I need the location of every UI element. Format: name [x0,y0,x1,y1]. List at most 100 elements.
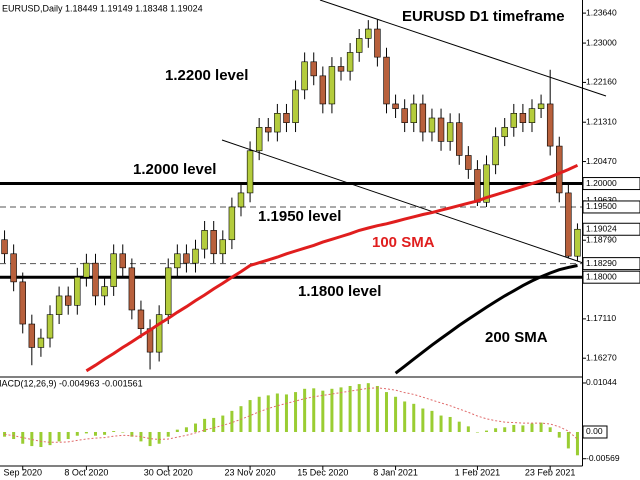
macd-bar [421,408,425,432]
candle-body [319,75,327,105]
candle-body [74,276,81,306]
candle-body [210,230,217,255]
macd-label: MACD(12,26,9) -0.004963 -0.001561 [0,378,143,388]
candle-body [292,89,299,123]
candle-body [28,323,36,348]
macd-bar [121,431,125,433]
level-label-box [582,270,640,284]
candle-body [465,155,472,170]
macd-bar [194,423,198,432]
x-tick-label: 8 Jan 2021 [373,467,418,477]
candle-body [537,103,545,109]
chart-header: EURUSD,Daily 1.18449 1.19149 1.18348 1.1… [2,3,203,13]
candle-body [574,228,581,257]
macd-bar [412,403,416,432]
macd-bar [357,384,361,432]
level-label-box [582,200,640,214]
candle-body [328,66,336,105]
candle-body [501,127,508,138]
macd-bar [48,431,52,446]
macd-bar [166,431,170,437]
candle-body [310,61,317,77]
sma-line [85,163,579,373]
macd-bar [284,394,288,432]
candle-body [119,253,126,269]
candle-body [1,239,8,255]
candle-body [246,150,254,194]
candle-body [155,314,163,353]
y-tick-label: 1.16270 [586,352,617,362]
macd-bar [221,415,225,432]
series-label: 100 SMA [372,234,435,251]
candle-body [19,281,26,325]
candle-body [265,127,272,133]
candle-body [492,136,499,166]
candle-body [410,103,417,123]
candle-body [392,103,399,109]
y-tick-label: 1.20470 [586,156,617,166]
trend-line [319,0,607,97]
candle-body [446,122,454,142]
candle-body [355,38,363,53]
candle-body [346,52,354,72]
candle-body [201,230,208,250]
level-label: 1.18000 [586,271,617,281]
macd-bar [330,388,334,432]
macd-bar [175,429,179,432]
y-tick-label: -0.00569 [586,453,620,463]
current-price-label: 1.19024 [586,224,617,234]
candle-body [456,122,463,156]
macd-bar [403,401,407,432]
candle-body [10,253,17,283]
signal-line [4,387,578,443]
x-tick-label: 30 Oct 2020 [144,467,193,477]
candle-body [428,117,436,133]
macd-bar [503,427,507,432]
macd-bar [230,410,234,432]
level-label-box [582,257,640,271]
candle-body [183,253,190,264]
candle-body [92,262,99,297]
x-tick-label: Sep 2020 [3,467,42,477]
macd-bar [457,421,461,432]
macd-bar [448,416,452,432]
candle-body [101,286,108,297]
candle-body [546,103,554,147]
macd-bar [375,385,379,432]
macd-bar [339,387,343,432]
candle-body [83,262,90,278]
macd-bar [148,431,152,447]
candle-body [64,295,72,306]
macd-bar [130,431,134,437]
x-tick-label: 23 Nov 2020 [225,467,276,477]
annotation: 1.2200 level [165,67,248,84]
macd-bar [348,385,352,432]
macd-bar [39,431,43,448]
macd-bar [466,426,470,432]
candle-body [174,253,181,269]
candle-body [337,66,345,72]
candle-body [219,239,227,255]
macd-bar [157,431,161,444]
candle-body [383,56,390,105]
macd-bar [212,417,216,432]
macd-bar [512,424,516,432]
candle-body [437,117,445,142]
candle-body [55,295,63,315]
macd-bar [184,427,188,432]
macd-bar [475,431,479,433]
macd-bar [366,383,370,432]
candle-body [519,113,527,123]
y-tick-label: 1.21310 [586,116,617,126]
candle-body [556,145,563,194]
macd-bar [275,393,279,432]
candle-body [565,192,572,257]
candle-body [228,206,236,241]
macd-bar [30,431,34,447]
macd-bar [539,422,543,432]
macd-bar [112,431,116,432]
macd-bar [394,396,398,432]
macd-bar [303,388,307,432]
